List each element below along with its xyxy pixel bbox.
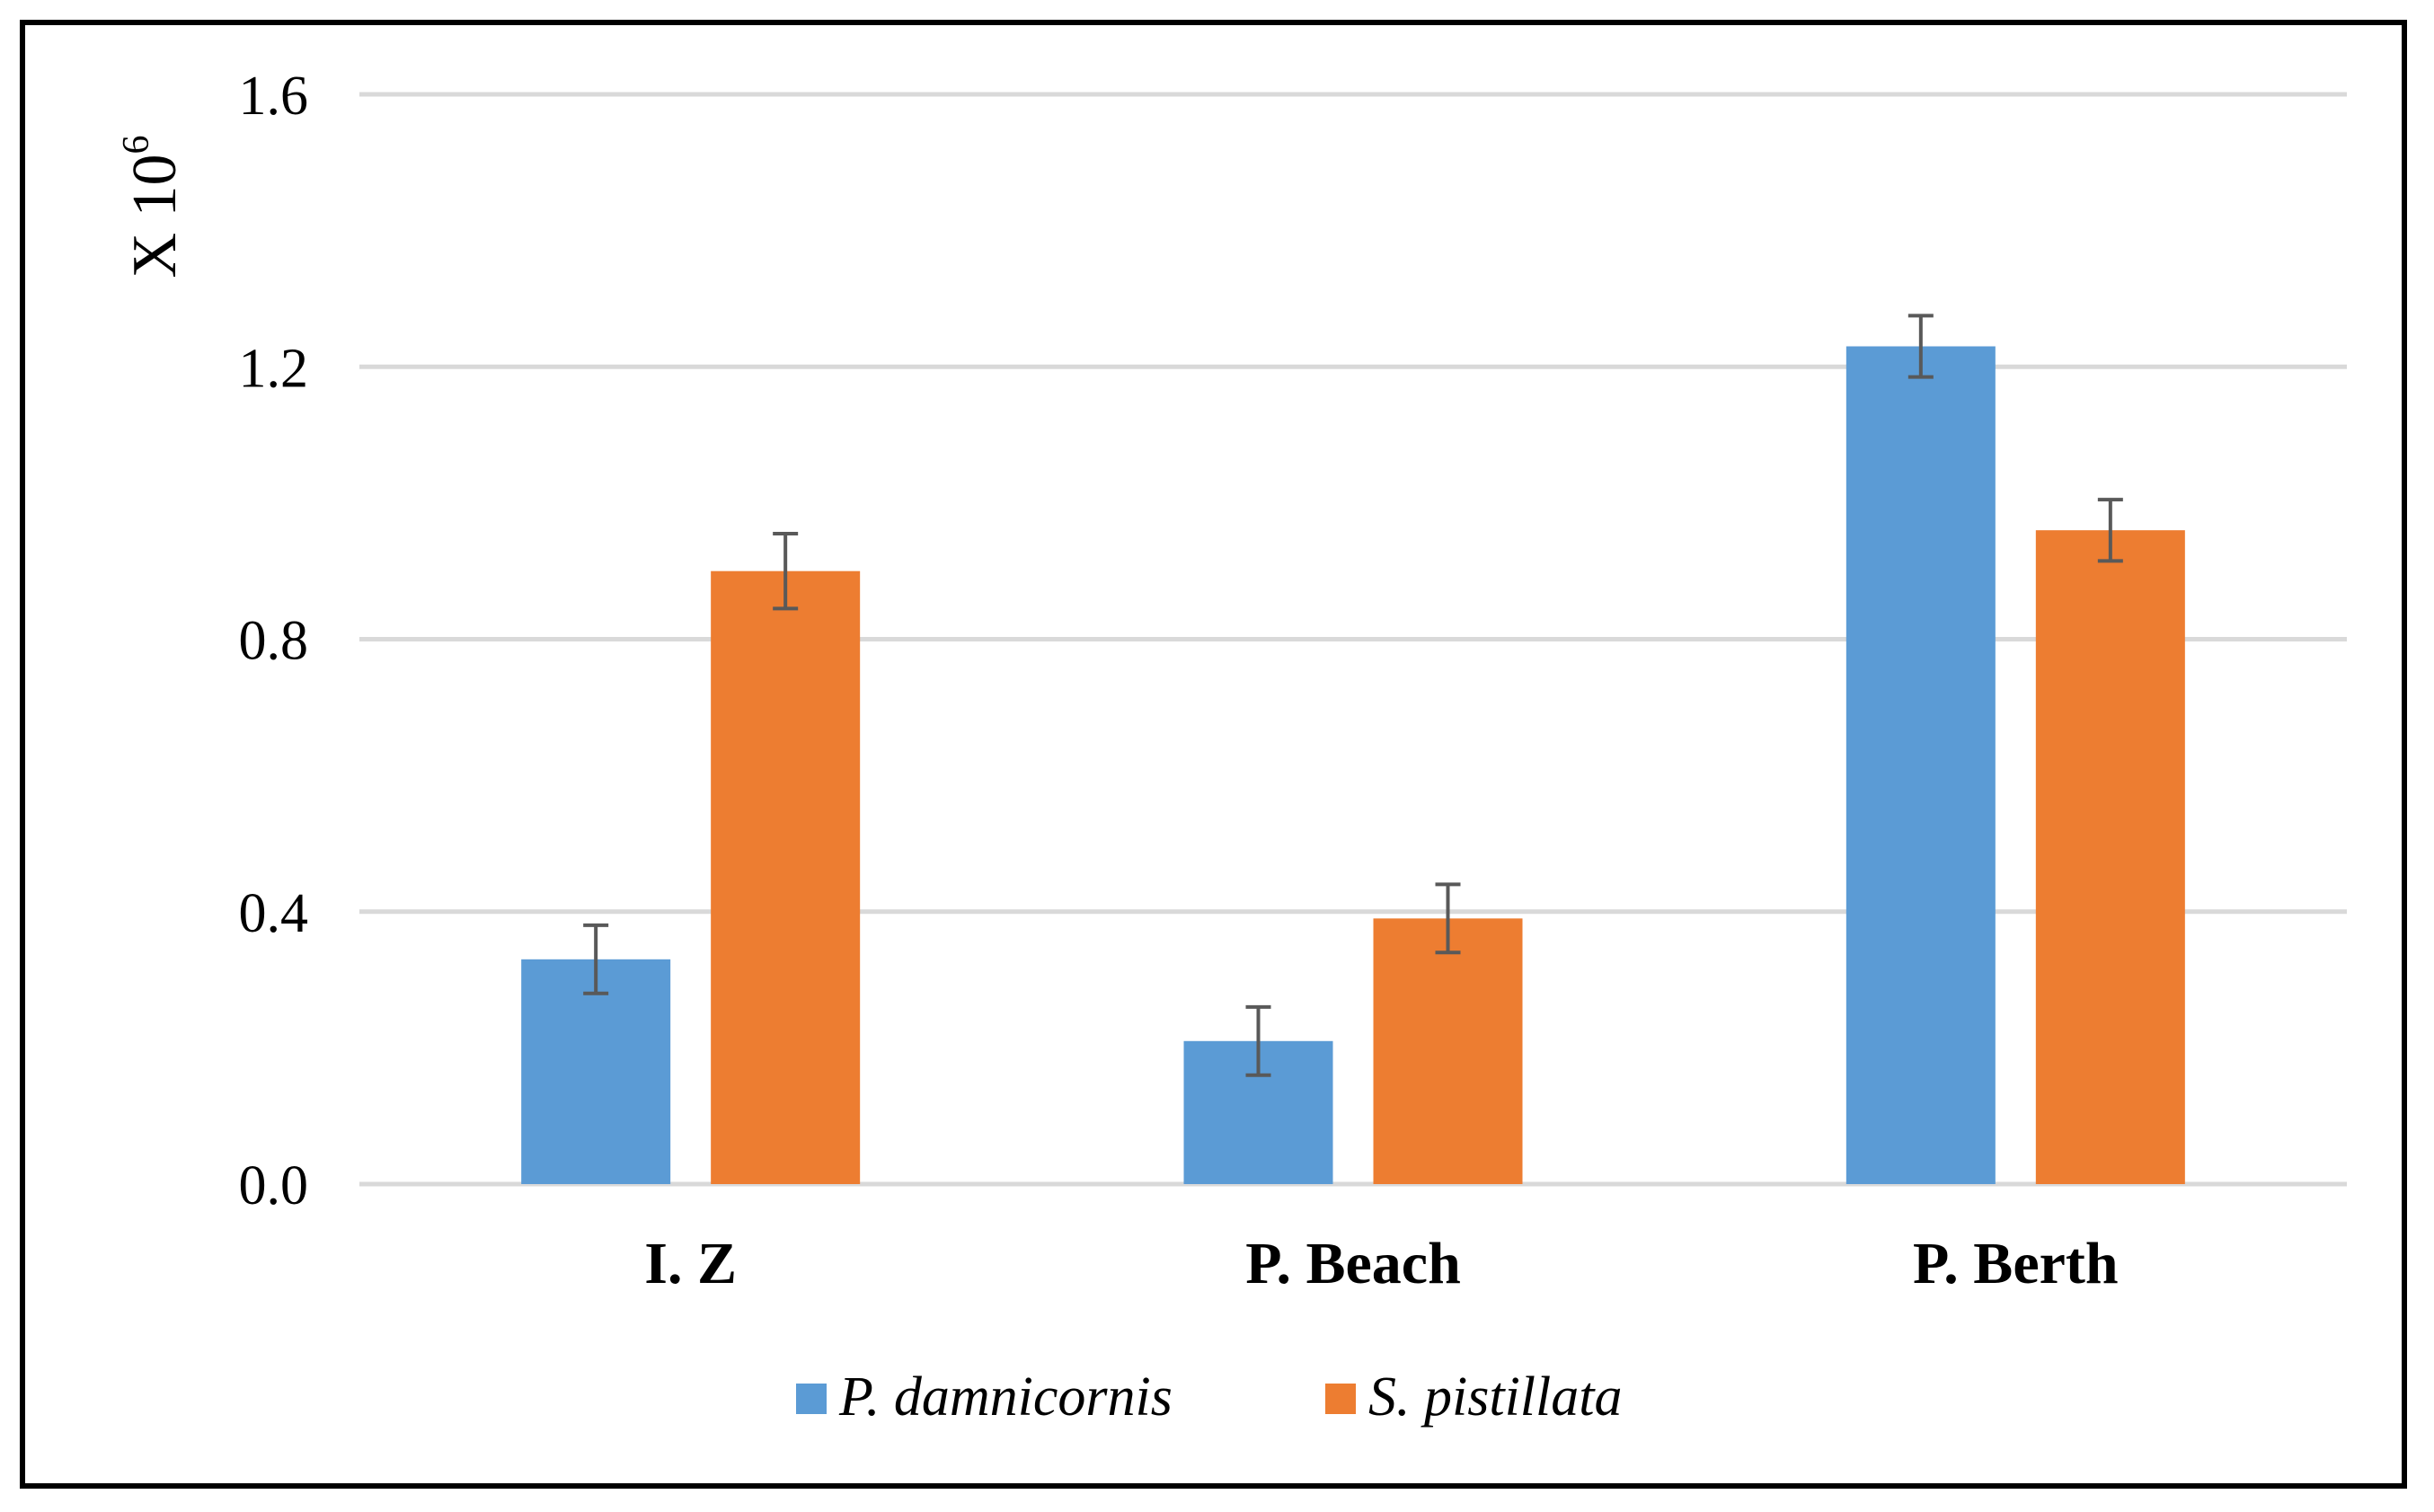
error-bar bbox=[583, 923, 609, 995]
error-bar bbox=[1245, 1004, 1271, 1077]
bars bbox=[521, 346, 2185, 1185]
chart-frame bbox=[20, 20, 2407, 1489]
x-tick-label: P. Berth bbox=[1913, 1231, 2119, 1296]
y-tick-label: 0.8 bbox=[239, 611, 309, 672]
legend-swatch-p-damnicornis bbox=[796, 1384, 827, 1414]
legend-label-s-pistillata: S. pistillata bbox=[1368, 1366, 1622, 1428]
bar-s-pistillata-1 bbox=[1373, 918, 1523, 1184]
gridlines bbox=[359, 92, 2347, 1187]
y-tick-label: 0.4 bbox=[239, 883, 309, 944]
error-bar bbox=[2097, 498, 2123, 563]
y-tick-label: 0.0 bbox=[239, 1155, 309, 1216]
bar-p-damnicornis-2 bbox=[1845, 346, 1996, 1185]
error-bar bbox=[1907, 314, 1934, 379]
legend-label-p-damnicornis: P. damnicornis bbox=[838, 1366, 1173, 1428]
y-axis-label-exponent: 6 bbox=[116, 135, 157, 154]
y-axis-label: X 106 bbox=[116, 135, 190, 278]
bar-s-pistillata-0 bbox=[711, 570, 861, 1184]
legend: P. damnicornis S. pistillata bbox=[796, 1366, 1622, 1428]
y-tick-label: 1.6 bbox=[239, 66, 309, 127]
x-tick-labels: I. Z P. Beach P. Berth bbox=[644, 1231, 2118, 1296]
y-axis-label-text: X 10 bbox=[120, 154, 190, 278]
y-tick-labels: 0.0 0.4 0.8 1.2 1.6 bbox=[239, 66, 309, 1216]
bar-p-damnicornis-0 bbox=[521, 959, 671, 1184]
legend-swatch-s-pistillata bbox=[1325, 1384, 1356, 1414]
bar-s-pistillata-2 bbox=[2035, 530, 2185, 1184]
y-tick-label: 1.2 bbox=[239, 338, 309, 399]
error-bar bbox=[1435, 882, 1461, 955]
error-bar bbox=[773, 531, 799, 611]
x-tick-label: I. Z bbox=[644, 1231, 737, 1296]
error-bars bbox=[583, 314, 2123, 1077]
x-tick-label: P. Beach bbox=[1245, 1231, 1461, 1296]
